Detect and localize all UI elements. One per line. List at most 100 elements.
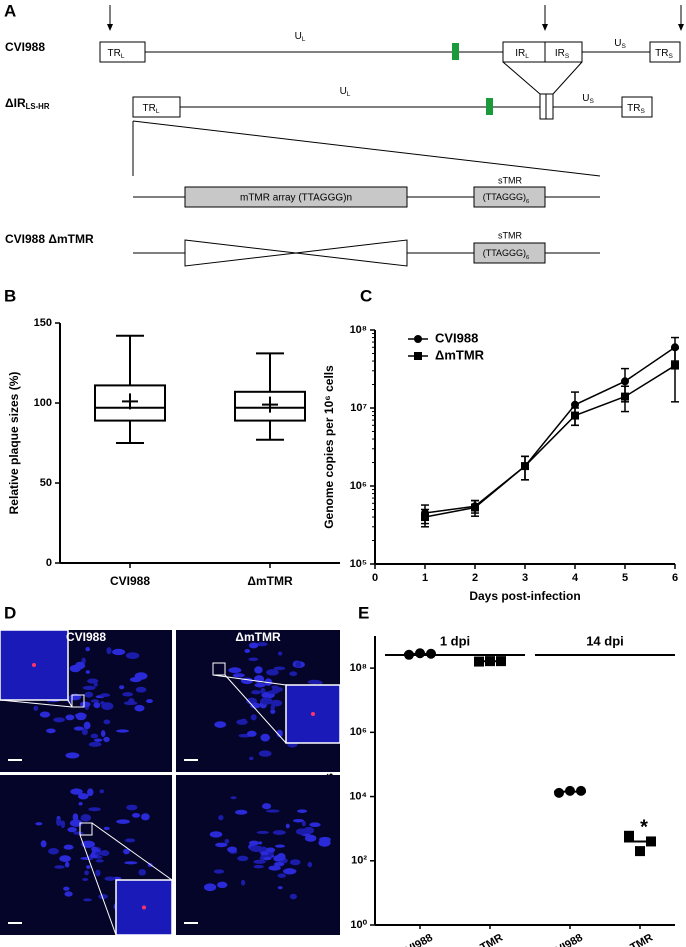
chromosome (106, 647, 112, 655)
label: TRL (108, 48, 125, 60)
chromosome (53, 717, 65, 723)
chromosome (262, 803, 272, 810)
x-tick-label: 4 (572, 572, 579, 584)
chromosome (236, 719, 248, 725)
label: TRL (143, 103, 160, 115)
chromosome (99, 693, 111, 697)
chromosome (85, 646, 90, 652)
chromosome (249, 845, 263, 852)
chromosome (65, 714, 75, 721)
chromosome (63, 844, 74, 850)
label: TRS (655, 48, 673, 60)
marker (671, 343, 679, 352)
y-tick-label: 10⁰ (350, 919, 367, 931)
deletion (184, 239, 408, 267)
chromosome (267, 690, 279, 695)
chromosome (295, 828, 308, 835)
micrograph-label: ΔmTMR (235, 630, 281, 644)
chromosome (214, 721, 227, 728)
chromosome (69, 664, 81, 673)
chromosome (90, 733, 99, 739)
marker-gene (452, 43, 459, 60)
chromosome (85, 670, 91, 674)
marker (426, 648, 436, 659)
chromosome (228, 667, 242, 674)
chromosome (307, 679, 322, 685)
chromosomes (33, 646, 153, 759)
chromosome (129, 676, 142, 683)
chromosome (248, 657, 259, 661)
label: US (614, 38, 626, 50)
chromosome (283, 868, 297, 875)
x-tick-label: CVI988 (110, 574, 150, 588)
zoom-line (502, 61, 541, 95)
chromosome (60, 820, 66, 829)
chromosome (72, 813, 79, 821)
chromosome (125, 652, 140, 660)
chromosome (39, 711, 51, 718)
label-sub: S (641, 108, 646, 115)
chromosome (93, 682, 98, 687)
chromosome (319, 836, 331, 843)
chromosome (93, 701, 101, 709)
label: mTMR array (TTAGGG)n (240, 193, 352, 204)
chromosome (33, 705, 39, 711)
chromosome (88, 807, 101, 812)
chromosome (250, 702, 261, 709)
chromosome (289, 859, 301, 866)
y-tick-label: 100 (34, 397, 52, 409)
chromosome (65, 752, 80, 759)
chromosome (307, 861, 313, 868)
chromosome (103, 719, 111, 725)
chromosome (73, 726, 84, 731)
x-tick-label: 1 (422, 572, 428, 584)
chromosome (73, 831, 84, 835)
chromosome (270, 699, 283, 707)
inset-signal (142, 905, 146, 910)
chromosome (95, 851, 102, 856)
marker (621, 377, 629, 386)
label-sub: L (121, 53, 125, 60)
label-sub: L (156, 108, 160, 115)
arrow-head (678, 24, 684, 31)
inset-line (212, 674, 287, 686)
chromosome (289, 893, 297, 900)
label-sub: 6 (526, 199, 529, 205)
chromosome (80, 814, 92, 822)
series-line (424, 364, 676, 518)
y-tick-label: 10⁴ (349, 790, 367, 802)
chromosome (224, 838, 230, 844)
label: UL (295, 31, 306, 43)
y-tick-label: 10⁵ (350, 558, 367, 570)
label-sub: S (621, 43, 626, 50)
chromosome (99, 789, 105, 794)
x-tick-label: ΔmTMR (463, 932, 505, 947)
marker (571, 400, 579, 409)
chromosome (266, 669, 279, 676)
marker (521, 462, 529, 471)
chromosome (253, 864, 264, 869)
micrograph-label: CVI988 (66, 630, 106, 644)
y-tick-label: 10⁸ (350, 324, 367, 336)
label: CVI988 ΔmTMR (5, 232, 94, 246)
label-sub: S (565, 53, 570, 60)
x-tick-label: 0 (372, 572, 378, 584)
y-axis-label: Genome copies per 10⁶ cells (322, 365, 336, 529)
chromosome (126, 804, 138, 811)
chromosome (119, 685, 125, 690)
box (539, 93, 547, 120)
label-main: ΔIR (5, 96, 26, 110)
inset (285, 684, 341, 744)
annotation: * (640, 816, 648, 838)
marker (646, 836, 656, 847)
label: sTMR (498, 175, 522, 185)
marker (576, 785, 586, 796)
chromosome (277, 886, 283, 890)
chromosome (216, 881, 228, 889)
chromosome (59, 855, 71, 862)
chromosome (289, 671, 298, 677)
chromosome (100, 730, 106, 737)
chromosome (84, 691, 94, 698)
chromosome (209, 831, 223, 838)
